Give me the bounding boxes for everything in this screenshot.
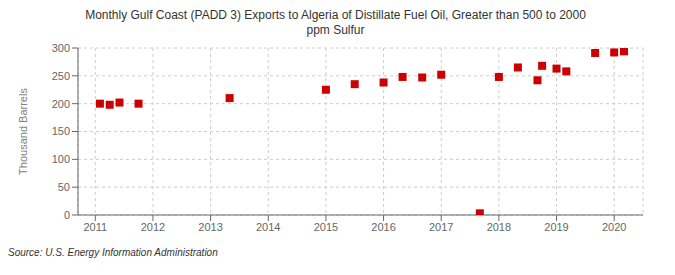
svg-text:0: 0 (64, 209, 70, 221)
svg-text:2018: 2018 (487, 221, 511, 233)
svg-text:2019: 2019 (544, 221, 568, 233)
svg-text:100: 100 (52, 153, 70, 165)
svg-text:150: 150 (52, 125, 70, 137)
svg-text:2016: 2016 (371, 221, 395, 233)
html-text:Source: U.S. Energy Informatio: Source: U.S. Energy Information Administ… (8, 247, 218, 258)
svg-text:50: 50 (58, 181, 70, 193)
svg-text:250: 250 (52, 70, 70, 82)
svg-text:2015: 2015 (314, 221, 338, 233)
html-text:ppm Sulfur: ppm Sulfur (306, 23, 365, 37)
svg-text:2011: 2011 (83, 221, 107, 233)
svg-text:2012: 2012 (141, 221, 165, 233)
svg-text:2020: 2020 (602, 221, 626, 233)
svg-text:Thousand Barrels: Thousand Barrels (17, 88, 29, 175)
html-text:Monthly Gulf Coast (PADD 3) Ex: Monthly Gulf Coast (PADD 3) Exports to A… (85, 8, 586, 22)
svg-text:2014: 2014 (256, 221, 280, 233)
svg-text:2013: 2013 (198, 221, 222, 233)
svg-text:2017: 2017 (429, 221, 453, 233)
svg-text:200: 200 (52, 98, 70, 110)
svg-text:300: 300 (52, 42, 70, 54)
